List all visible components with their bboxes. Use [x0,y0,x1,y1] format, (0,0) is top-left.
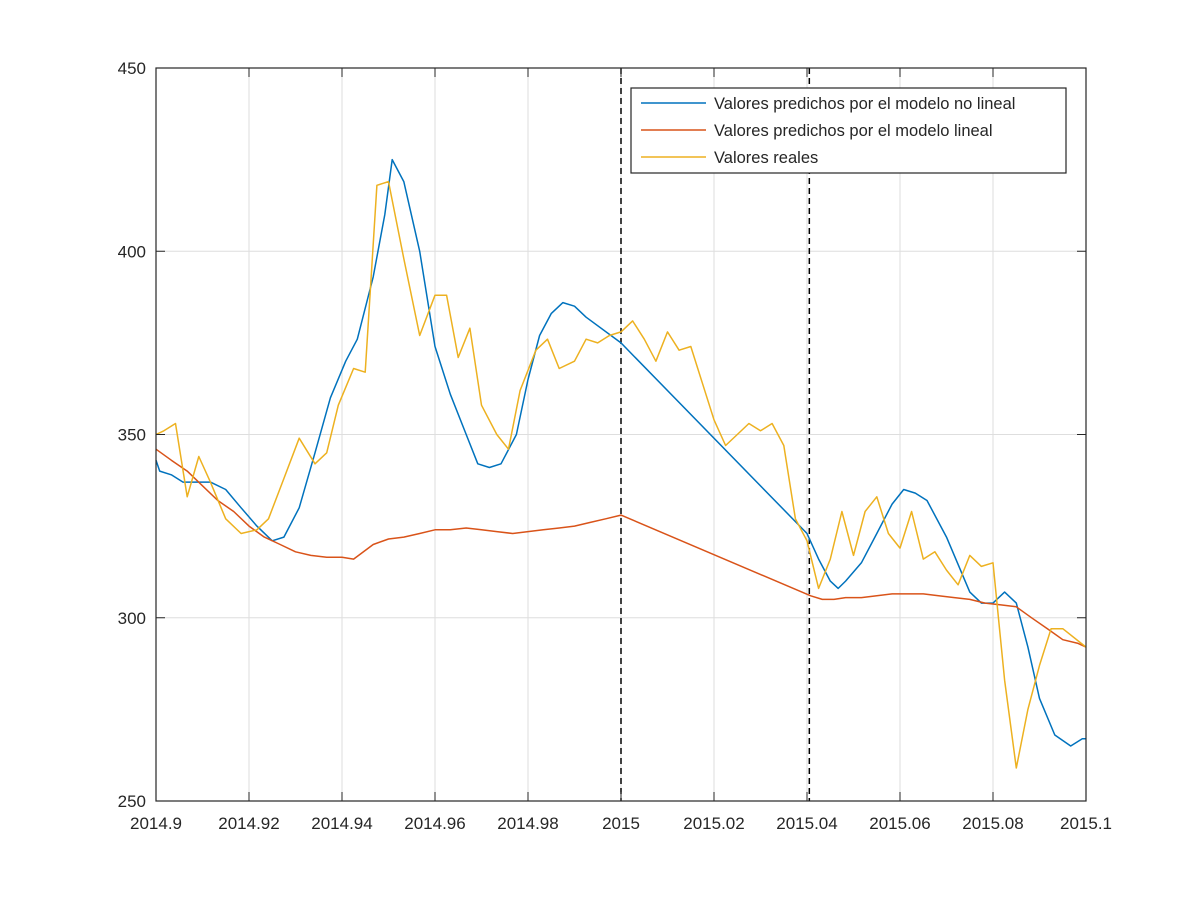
y-tick-label: 450 [118,59,146,78]
y-tick-label: 350 [118,426,146,445]
series-line-3 [155,180,1087,769]
x-tick-label: 2015 [602,814,640,833]
legend-label: Valores predichos por el modelo lineal [714,122,993,140]
legend: Valores predichos por el modelo no linea… [630,87,1067,174]
series-line-2 [155,448,1087,648]
legend-entry: Valores reales [641,149,818,167]
legend-label: Valores reales [714,149,818,167]
x-tick-label: 2015.04 [776,814,837,833]
vertical-reference-lines [620,68,811,801]
x-tick-label: 2014.98 [497,814,558,833]
legend-entry: Valores predichos por el modelo lineal [641,122,993,140]
x-tick-label: 2015.02 [683,814,744,833]
x-axis-tick-labels: 2014.9 2014.92 2014.94 2014.96 2014.98 2015 20… [130,814,1112,833]
x-tick-label: 2015.08 [962,814,1023,833]
y-axis-tick-labels: 250 300 350 400 450 [118,59,146,811]
x-tick-label: 2014.96 [404,814,465,833]
y-tick-label: 300 [118,609,146,628]
x-tick-label: 2015.06 [869,814,930,833]
x-tick-label: 2014.92 [218,814,279,833]
y-tick-label: 400 [118,242,146,261]
x-tick-label: 2015.1 [1060,814,1112,833]
series-lines [155,158,1087,769]
legend-entry: Valores predichos por el modelo no linea… [641,95,1015,113]
y-tick-label: 250 [118,792,146,811]
x-tick-label: 2014.9 [130,814,182,833]
legend-label: Valores predichos por el modelo no linea… [714,95,1015,113]
x-tick-label: 2014.94 [311,814,372,833]
axis-ticks [155,67,1087,802]
